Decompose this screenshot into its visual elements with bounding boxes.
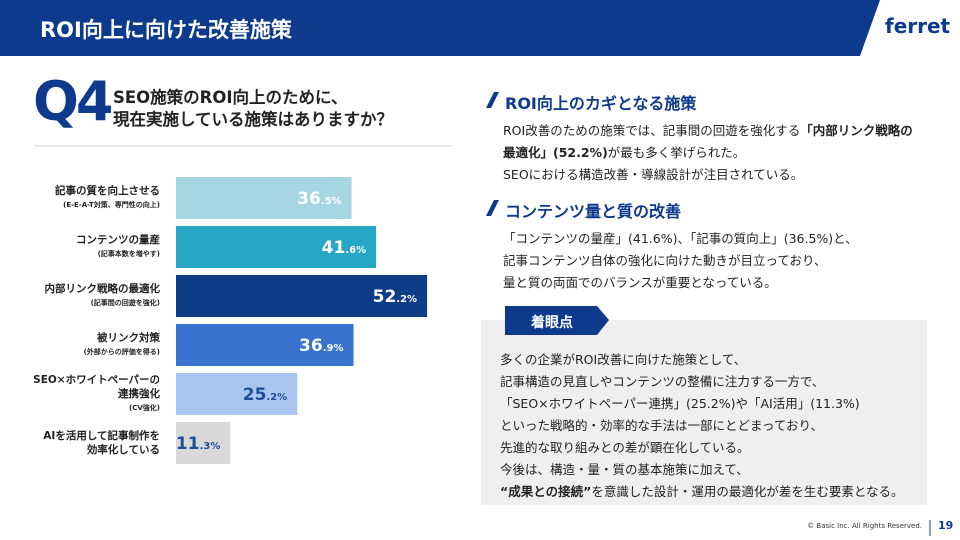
value-label: 11.3% [176, 434, 220, 454]
section-title: ROI向上のカギとなる施策 [505, 94, 697, 113]
category-label: AIを活用して記事制作を 効率化している [43, 430, 160, 456]
category-label: SEO×ホワイトペーパーの 連携強化 (CV強化) [33, 374, 160, 412]
text-line: 先進的な取り組みとの差が顕在化している。 [500, 440, 750, 455]
category-label: 記事の質を向上させる (E-E-A-T対策、専門性の向上) [55, 185, 160, 209]
text-line: “成果との接続”を意識した設計・運用の最適化が差を生む要素となる。 [500, 484, 904, 499]
question-text: 現在実施している施策はありますか？ [113, 110, 394, 129]
question-number: Q4 [33, 70, 114, 133]
category-label: 被リンク対策 (外部からの評価を得る) [83, 332, 160, 356]
text-line: 記事構造の見直しやコンテンツの整備に注力する一方で、 [500, 374, 825, 389]
category-label: 内部リンク戦略の最適化 (記事間の回遊を強化) [44, 283, 161, 307]
focus-box [481, 320, 927, 505]
text-line: SEOにおける構造改善・導線設計が注目されている。 [503, 167, 804, 182]
text-line: 「コンテンツの量産」(41.6%)、「記事の質向上」(36.5%)と、 [503, 231, 858, 246]
bar [176, 226, 377, 268]
text-line: 多くの企業がROI改善に向けた施策として、 [500, 352, 747, 367]
slide-title: ROI向上に向けた改善施策 [40, 18, 292, 42]
text-line: ROI改善のための施策では、記事間の回遊を強化する「内部リンク戦略の [503, 123, 913, 138]
header-bar [0, 0, 960, 56]
logo-bg [860, 0, 960, 56]
text-line: 記事コンテンツ自体の強化に向けた動きが目立っており、 [503, 253, 827, 268]
category-label: コンテンツの量産 (記事本数を増やす) [76, 234, 160, 258]
copyright: © Basic Inc. All Rights Reserved. [807, 522, 922, 530]
bar [176, 373, 298, 415]
bar [176, 275, 428, 317]
bar [176, 177, 352, 219]
text-line: 今後は、構造・量・質の基本施策に加えて、 [500, 462, 749, 477]
heading-icon [486, 92, 499, 108]
text-line: 最適化」(52.2%)が最も多く挙げられた。 [503, 145, 746, 160]
focus-label: 着眼点 [531, 315, 573, 331]
value-label: 25.2% [243, 385, 287, 405]
section-title: コンテンツ量と質の改善 [505, 202, 682, 221]
text-line: 「SEO×ホワイトペーパー連携」(25.2%)や「AI活用」(11.3%) [500, 396, 860, 411]
focus-tag [505, 306, 609, 335]
question-text: SEO施策のROI向上のために、 [113, 88, 348, 107]
value-label: 36.5% [297, 189, 341, 209]
page-number: 19 [938, 519, 954, 532]
bar [176, 324, 354, 366]
value-label: 52.2% [373, 287, 417, 307]
value-label: 36.9% [299, 336, 343, 356]
bar [176, 422, 231, 464]
heading-icon [486, 200, 499, 216]
text-line: 量と質の両面でのバランスが重要となっている。 [503, 275, 777, 290]
logo: ferret [885, 14, 951, 38]
text-line: といった戦略的・効率的な手法は一部にとどまっており、 [500, 418, 824, 433]
value-label: 41.6% [322, 238, 366, 258]
